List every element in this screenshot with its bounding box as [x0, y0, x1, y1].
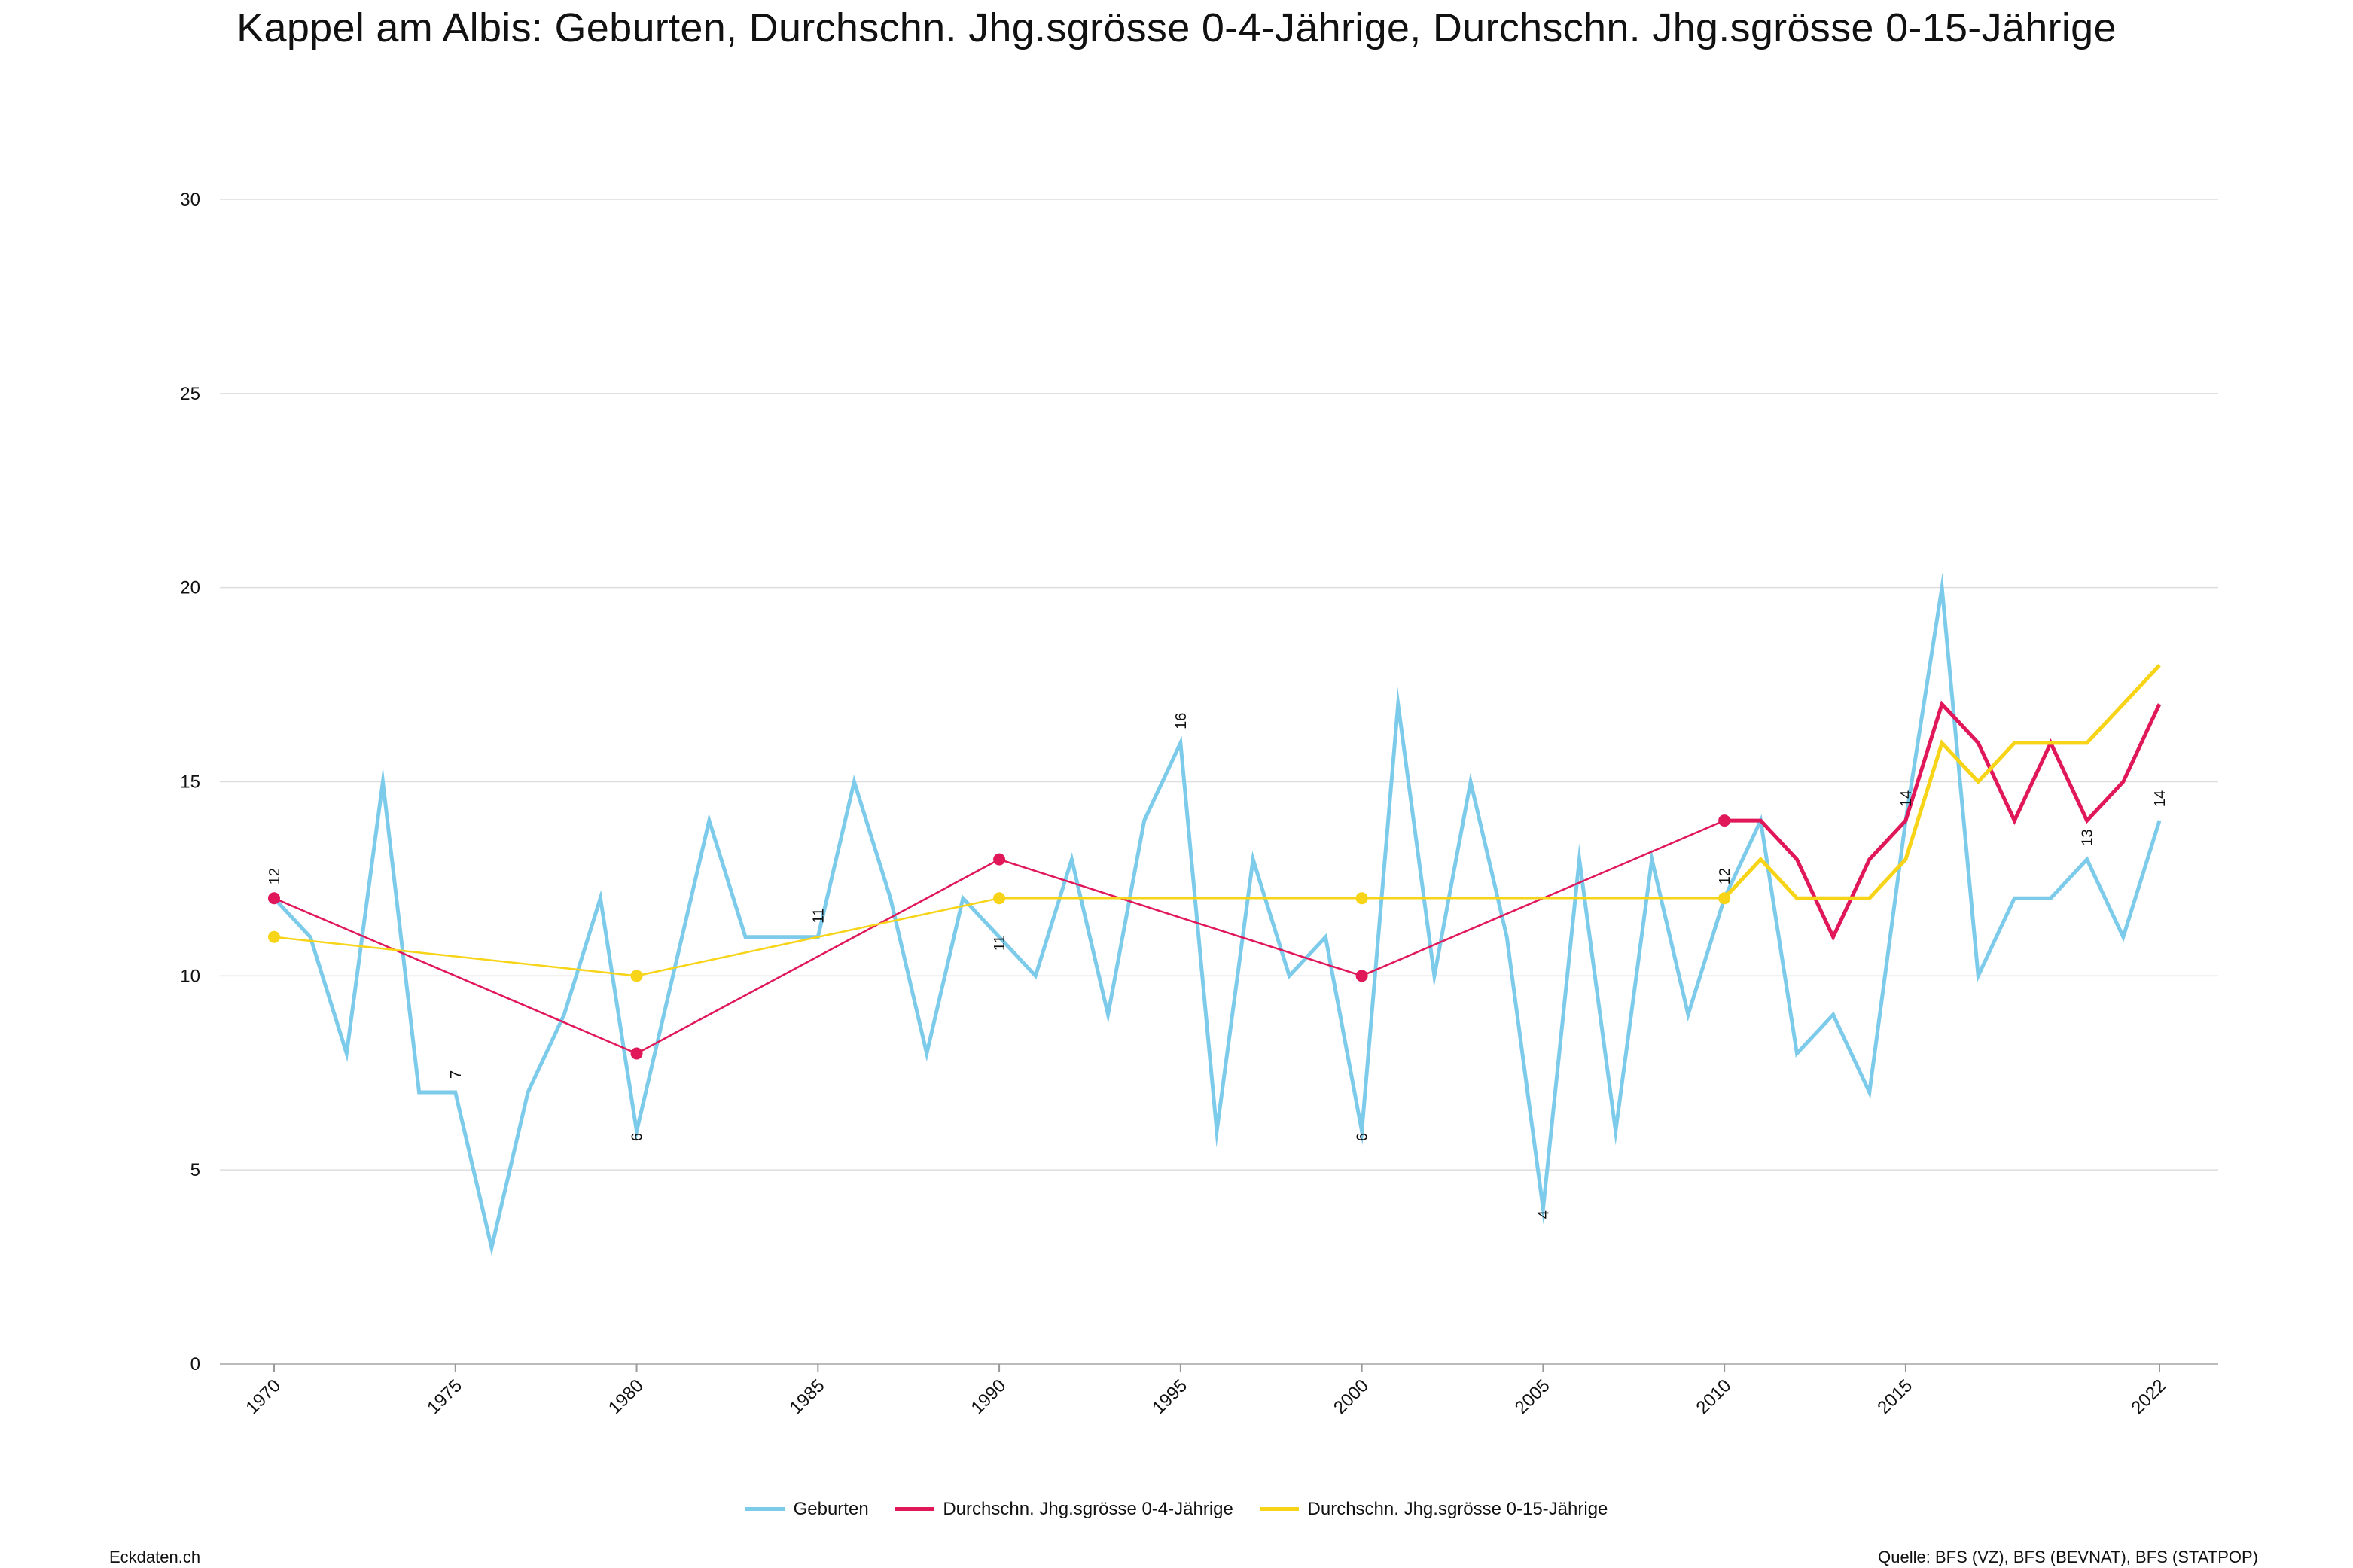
legend: Geburten Durchschn. Jhg.sgrösse 0-4-Jähr… [0, 1495, 2353, 1520]
legend-item-jhg-0-4[interactable]: Durchschn. Jhg.sgrösse 0-4-Jährige [895, 1499, 1233, 1520]
x-tick-label: 2000 [1330, 1375, 1373, 1418]
series-lines [273, 572, 2162, 1256]
data-label: 13 [2080, 829, 2096, 845]
legend-swatch-jhg-0-4 [895, 1507, 934, 1511]
data-label: 14 [1898, 790, 1915, 807]
x-tick-label: 2005 [1511, 1375, 1554, 1418]
data-point-marker [268, 892, 280, 905]
data-point-marker [993, 892, 1006, 905]
x-tick-label: 1980 [605, 1375, 648, 1418]
data-label: 12 [1717, 868, 1733, 884]
x-tick-label: 1995 [1148, 1375, 1191, 1418]
x-tick-label: 1975 [423, 1375, 466, 1418]
y-tick-label: 20 [180, 578, 200, 598]
data-point-marker [1355, 970, 1368, 982]
data-point-marker [268, 930, 280, 943]
data-point-marker [993, 853, 1006, 866]
legend-label-jhg-0-15: Durchschn. Jhg.sgrösse 0-15-Jährige [1307, 1498, 1608, 1519]
legend-item-geburten[interactable]: Geburten [745, 1499, 869, 1520]
series-line-geburten [273, 572, 2162, 1256]
y-tick-label: 25 [180, 384, 200, 404]
y-tick-label: 10 [180, 966, 200, 986]
data-labels: 12 7 6 11 11 16 6 4 12 14 13 14 [267, 713, 2169, 1219]
x-tick-label: 1970 [242, 1375, 285, 1418]
data-label: 14 [2152, 790, 2169, 807]
footer-source: Quelle: BFS (VZ), BFS (BEVNAT), BFS (STA… [1878, 1548, 2258, 1566]
data-label: 12 [267, 868, 283, 884]
x-tick-label: 2015 [1873, 1375, 1916, 1418]
data-label: 16 [1173, 713, 1190, 729]
y-tick-label: 15 [180, 772, 200, 793]
data-point-marker [630, 970, 643, 982]
legend-swatch-jhg-0-15 [1259, 1507, 1299, 1511]
data-label: 4 [1535, 1210, 1552, 1219]
x-tick-label: 2022 [2127, 1375, 2170, 1418]
gridlines [220, 199, 2218, 1365]
chart-title: Kappel am Albis: Geburten, Durchschn. Jh… [236, 5, 2117, 50]
legend-item-jhg-0-15[interactable]: Durchschn. Jhg.sgrösse 0-15-Jährige [1259, 1498, 1608, 1520]
y-tick-label: 30 [180, 190, 200, 210]
footer-brand: Eckdaten.ch [109, 1548, 201, 1566]
series-markers [268, 814, 1731, 1060]
x-tick-label: 1985 [786, 1375, 829, 1418]
x-tick-label: 1990 [967, 1375, 1010, 1418]
data-label: 6 [1355, 1133, 1371, 1141]
data-label: 11 [992, 935, 1008, 951]
data-label: 11 [810, 908, 827, 924]
series-line-jhg-0-15-annual [1723, 664, 2161, 900]
axes: 0 5 10 15 20 25 30 1970 1975 1980 1985 1990 1995 2000… [180, 190, 2170, 1418]
data-label: 7 [448, 1070, 465, 1079]
x-tick-label: 2010 [1693, 1375, 1736, 1418]
data-point-marker [1718, 814, 1731, 827]
y-tick-label: 5 [190, 1160, 200, 1180]
legend-swatch-geburten [745, 1507, 785, 1511]
data-label: 6 [629, 1133, 646, 1141]
y-tick-label: 0 [190, 1354, 200, 1375]
data-point-marker [1718, 892, 1731, 905]
series-line-jhg-0-4-annual [1724, 700, 2162, 942]
data-point-marker [630, 1047, 643, 1060]
legend-label-geburten: Geburten [793, 1498, 869, 1519]
data-point-marker [1355, 892, 1368, 905]
legend-label-jhg-0-4: Durchschn. Jhg.sgrösse 0-4-Jährige [943, 1498, 1233, 1519]
